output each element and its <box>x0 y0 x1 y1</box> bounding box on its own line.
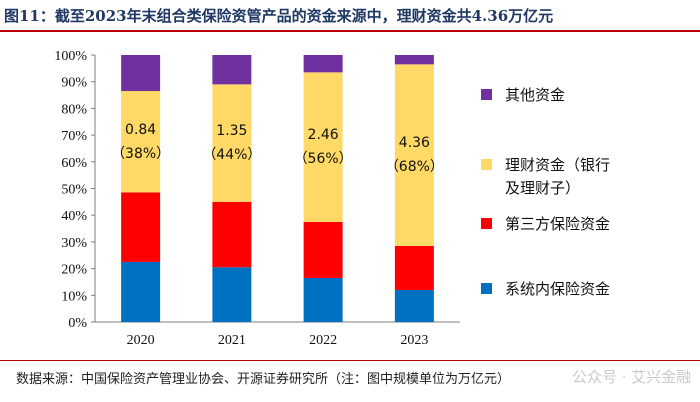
bar-segment <box>121 55 161 92</box>
data-label-amount: 1.35 <box>216 123 247 139</box>
data-label-share: （68%） <box>385 159 444 175</box>
y-axis: 0% 10% 20% 30% 40% 50% 60% 70% 80% 90% 100% <box>54 49 96 331</box>
bar-segment <box>212 55 252 85</box>
bar-segment <box>212 84 252 202</box>
bar-segment <box>121 91 161 193</box>
watermark: 公众号 · 艾兴金融 <box>572 368 692 386</box>
x-tick-label: 2022 <box>309 333 337 348</box>
legend-label: 第三方保险资金 <box>505 215 610 233</box>
bar-segment <box>121 261 161 322</box>
legend-label: 系统内保险资金 <box>505 280 610 298</box>
data-label-amount: 4.36 <box>399 135 430 151</box>
x-tick-label: 2021 <box>218 333 246 348</box>
bars <box>121 55 434 322</box>
legend-swatch <box>481 283 492 294</box>
bar-segment <box>394 55 434 65</box>
data-label-amount: 2.46 <box>308 127 339 143</box>
y-tick-label: 60% <box>61 156 87 171</box>
legend-label-line2: 及理财子） <box>505 179 580 197</box>
legend-label: 理财资金（银行 <box>505 156 610 174</box>
x-axis: 2020 2021 2022 2023 <box>95 321 460 348</box>
y-tick-label: 0% <box>68 316 87 331</box>
bar-segment <box>394 245 434 290</box>
legend-label: 其他资金 <box>505 86 565 104</box>
bar-segment <box>212 201 252 268</box>
legend-swatch <box>481 89 492 100</box>
bar-segment <box>303 72 343 222</box>
data-label-amount: 0.84 <box>125 122 156 138</box>
y-tick-label: 30% <box>61 236 87 251</box>
data-labels: 0.84 （38%） 1.35 （44%） 2.46 （56%） 4.36 （68%） <box>111 122 444 175</box>
stacked-bar-chart: 0%10%20%30%40%50%60%70%80%90%100% 2020 20… <box>54 49 610 348</box>
legend-swatch <box>481 159 492 170</box>
data-label-share: （56%） <box>294 151 353 167</box>
bar-segment <box>303 277 343 322</box>
x-tick-label: 2023 <box>400 333 428 348</box>
bar-segment <box>394 289 434 322</box>
data-label-share: （38%） <box>111 146 170 162</box>
bar-segment <box>394 64 434 246</box>
chart-title: 图11：截至2023年末组合类保险资管产品的资金来源中，理财资金共4.36万亿元 <box>4 7 554 25</box>
title-bar: 图11：截至2023年末组合类保险资管产品的资金来源中，理财资金共4.36万亿元 <box>0 0 700 30</box>
source-divider <box>0 360 700 361</box>
y-tick-label: 100% <box>54 49 87 64</box>
bar-segment <box>303 55 343 73</box>
y-tick-label: 80% <box>61 102 87 117</box>
y-tick-label: 90% <box>61 76 87 91</box>
y-tick-label: 10% <box>61 289 87 304</box>
y-tick-label: 70% <box>61 129 87 144</box>
legend-swatch <box>481 218 492 229</box>
x-tick-label: 2020 <box>127 333 155 348</box>
title-divider <box>0 30 700 32</box>
bar-segment <box>121 192 161 262</box>
bar-segment <box>303 221 343 278</box>
y-tick-label: 40% <box>61 209 87 224</box>
data-label-share: （44%） <box>202 147 261 163</box>
source-note: 数据来源：中国保险资产管理业协会、开源证券研究所（注：图中规模单位为万亿元） <box>16 372 511 387</box>
y-tick-label: 50% <box>61 183 87 198</box>
bar-segment <box>212 267 252 322</box>
y-tick-label: 20% <box>61 263 87 278</box>
